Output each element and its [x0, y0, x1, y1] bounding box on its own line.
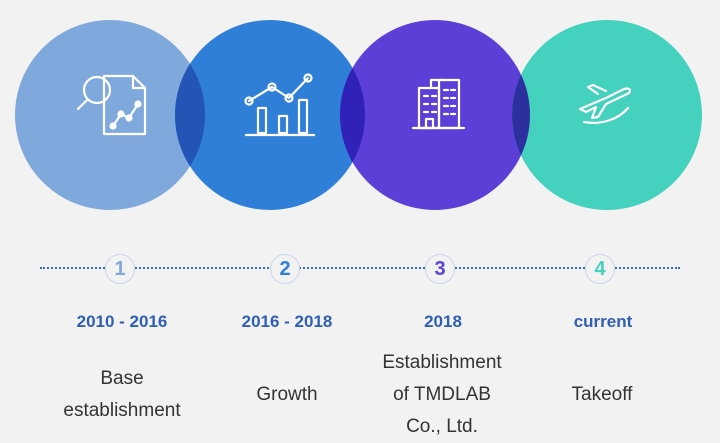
step-period-4: current — [573, 312, 633, 331]
step-period-3: 2018 — [424, 312, 462, 331]
step-label-4-line-1: Takeoff — [571, 384, 633, 405]
building-icon — [411, 78, 466, 130]
step-label-1: Base establishment — [22, 363, 222, 427]
step-label-4: Takeoff — [502, 379, 702, 411]
airplane-takeoff-icon — [578, 83, 632, 124]
step-number-4: 4 — [585, 254, 615, 284]
step-number-2: 2 — [270, 254, 300, 284]
timeline-dotted-line — [40, 267, 680, 269]
growth-chart-icon — [244, 73, 316, 137]
step-number-3: 3 — [425, 254, 455, 284]
step-label-1-line-2: establishment — [63, 400, 181, 421]
step-label-2-line-1: Growth — [256, 384, 318, 405]
step-number-1: 1 — [105, 254, 135, 284]
document-analysis-icon — [76, 74, 147, 136]
circles-diagram — [15, 20, 702, 210]
step-label-3-line-3: Co., Ltd. — [406, 416, 478, 437]
step-period-2: 2016 - 2018 — [241, 312, 333, 331]
step-label-3-line-1: Establishment — [382, 352, 502, 373]
circle-establishment — [340, 20, 530, 210]
step-label-1-line-1: Base — [100, 368, 144, 389]
circle-takeoff — [512, 20, 702, 210]
timeline: 1 2 3 4 — [40, 254, 680, 284]
step-label-2: Growth — [187, 379, 387, 411]
circle-base — [15, 20, 205, 210]
circle-growth — [175, 20, 365, 210]
step-period-1: 2010 - 2016 — [76, 312, 168, 331]
step-label-3-line-2: of TMDLAB — [393, 384, 491, 405]
step-label-3: Establishment of TMDLAB Co., Ltd. — [342, 347, 542, 443]
